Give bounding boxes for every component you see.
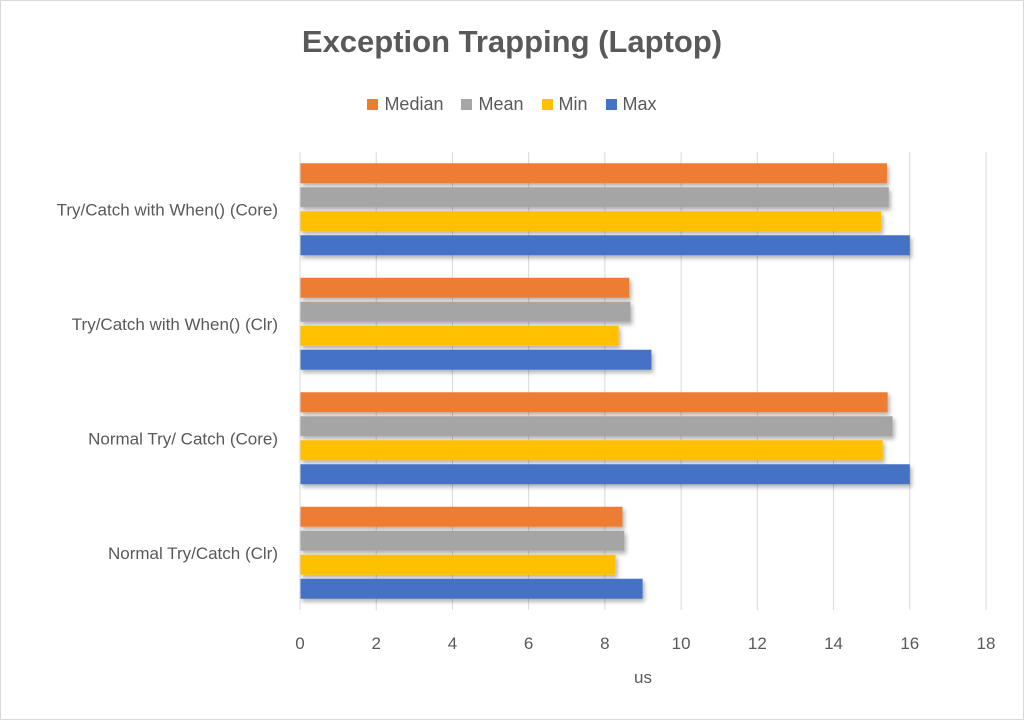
x-tick-label: 16 <box>900 634 919 653</box>
bar-max <box>300 235 910 256</box>
bar-min <box>300 211 882 232</box>
bar-min <box>300 325 619 346</box>
bar-median <box>300 392 888 413</box>
legend-swatch <box>461 99 473 110</box>
legend-item-min: Min <box>541 94 588 115</box>
x-axis-label: us <box>634 668 652 687</box>
x-tick-label: 12 <box>748 634 767 653</box>
bar-mean <box>300 530 625 551</box>
bar-median <box>300 277 630 298</box>
legend-label: Min <box>558 94 588 114</box>
legend-label: Max <box>622 94 657 114</box>
legend-swatch <box>367 99 379 110</box>
x-tick-label: 10 <box>672 634 691 653</box>
x-tick-label: 14 <box>824 634 843 653</box>
bar-mean <box>300 416 893 437</box>
category-label: Normal Try/Catch (Clr) <box>108 544 278 563</box>
legend: Median Mean Min Max <box>0 94 1024 115</box>
bar-max <box>300 578 643 599</box>
x-tick-label: 8 <box>600 634 609 653</box>
legend-item-max: Max <box>605 94 657 115</box>
chart-title: Exception Trapping (Laptop) <box>301 24 723 59</box>
x-tick-label: 4 <box>448 634 457 653</box>
bar-max <box>300 349 652 370</box>
bar-min <box>300 554 616 575</box>
legend-swatch <box>605 99 617 110</box>
bar-max <box>300 464 910 485</box>
legend-label: Mean <box>478 94 524 114</box>
category-label: Try/Catch with When() (Clr) <box>72 315 278 334</box>
legend-item-mean: Mean <box>461 94 524 115</box>
category-label: Try/Catch with When() (Core) <box>57 200 278 219</box>
x-tick-label: 0 <box>295 634 304 653</box>
bar-mean <box>300 187 889 208</box>
legend-label: Median <box>384 94 444 114</box>
legend-item-median: Median <box>367 94 443 115</box>
bar-median <box>300 163 887 184</box>
bar-median <box>300 506 623 527</box>
x-tick-label: 18 <box>977 634 996 653</box>
x-tick-label: 2 <box>371 634 380 653</box>
legend-swatch <box>541 99 553 110</box>
bar-min <box>300 440 883 461</box>
category-label: Normal Try/ Catch (Core) <box>88 429 278 448</box>
bar-mean <box>300 301 631 322</box>
x-tick-label: 6 <box>524 634 533 653</box>
